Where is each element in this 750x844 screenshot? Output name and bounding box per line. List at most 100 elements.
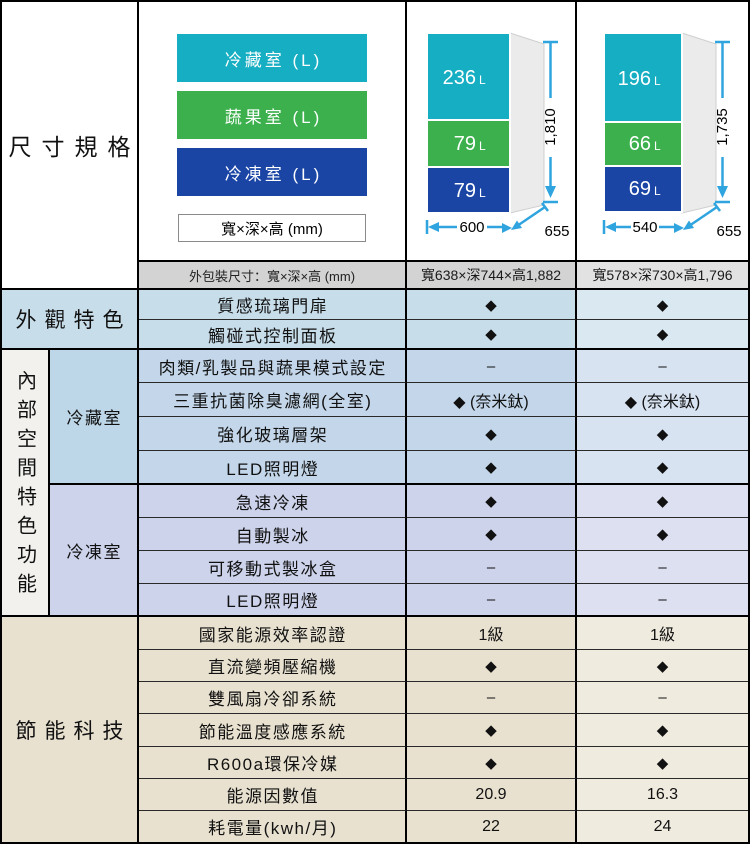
- spec-value: ◆: [407, 518, 577, 551]
- legend-vegetable-compartment: 蔬果室 (L): [177, 91, 367, 139]
- compartment-unit: L: [654, 139, 661, 153]
- packaging-dims-product-1: 寬638×深744×高1,882: [407, 262, 577, 290]
- spec-label-auto-ice-maker: 自動製冰: [139, 518, 407, 551]
- compartment-unit: L: [479, 186, 486, 200]
- fridge-1-svg: 236 L 79 L 79 L 1,810 600: [425, 32, 570, 240]
- spec-value: –: [577, 682, 748, 714]
- packaging-row-label: 外包裝尺寸：寬×深×高 (mm): [139, 262, 407, 290]
- spec-label-tempered-glass-shelf: 強化玻璃層架: [139, 417, 407, 451]
- depth-label: 655: [716, 223, 741, 240]
- spec-label-meat-dairy-mode: 肉類/乳製品與蔬果模式設定: [139, 350, 407, 383]
- spec-value: ◆: [577, 518, 748, 551]
- compartment-value: 236: [443, 67, 476, 89]
- spec-value: ◆: [577, 485, 748, 518]
- spec-value: ◆: [407, 650, 577, 682]
- spec-value: 22: [407, 811, 577, 842]
- depth-arrowhead: [511, 220, 522, 230]
- width-arrowhead-right: [673, 223, 684, 233]
- compartment-unit: L: [654, 184, 661, 198]
- fridge-diagram-product-2: 196 L 66 L 69 L 1,735 540: [577, 2, 748, 262]
- spec-value: ◆ (奈米鈦): [577, 383, 748, 417]
- fridge-2-compartment-freezer: [602, 165, 683, 213]
- depth-dimension-line: [687, 205, 718, 228]
- spec-value: –: [577, 350, 748, 383]
- spec-label-dc-inverter-compressor: 直流變頻壓縮機: [139, 650, 407, 682]
- depth-tick: [712, 202, 721, 212]
- spec-label-r600a-refrigerant: R600a環保冷媒: [139, 747, 407, 779]
- subsection-title-fridge-room: 冷藏室: [50, 350, 139, 485]
- height-label: 1,810: [542, 108, 559, 146]
- width-arrowhead-right: [502, 223, 512, 233]
- spec-value: ◆: [577, 451, 748, 485]
- fridge-1-compartment-fridge: [426, 32, 511, 121]
- spec-value: ◆: [577, 417, 748, 451]
- compartment-value: 79: [454, 133, 476, 155]
- spec-value: –: [407, 551, 577, 584]
- spec-label-energy-temp-sensor: 節能溫度感應系統: [139, 714, 407, 747]
- depth-tick: [541, 202, 549, 212]
- spec-value: ◆: [407, 417, 577, 451]
- spec-value: ◆ (奈米鈦): [407, 383, 577, 417]
- subsection-title-freezer-room: 冷凍室: [50, 485, 139, 617]
- spec-label-dual-fan-cooling: 雙風扇冷卻系統: [139, 682, 407, 714]
- width-dimension-line: [602, 220, 676, 234]
- spec-value: ◆: [577, 290, 748, 320]
- height-dimension-line: [714, 40, 730, 204]
- compartment-unit: L: [654, 74, 661, 88]
- compartment-value: 196: [617, 68, 650, 90]
- appearance-section-title: 外觀特色: [2, 290, 139, 350]
- spec-value: ◆: [407, 451, 577, 485]
- spec-value: ◆: [577, 747, 748, 779]
- compartment-value: 79: [454, 180, 476, 202]
- legend-freezer-compartment: 冷凍室 (L): [177, 148, 367, 196]
- compartment-value: 66: [628, 133, 650, 155]
- spec-value: ◆: [407, 290, 577, 320]
- compartment-unit: L: [479, 139, 486, 153]
- height-label: 1,735: [714, 108, 731, 146]
- fridge-2-side-panel: [681, 32, 716, 214]
- compartment-unit: L: [479, 73, 486, 87]
- spec-value: –: [407, 682, 577, 714]
- spec-value: 1級: [407, 617, 577, 650]
- fridge-1-side-panel: [509, 32, 545, 214]
- interior-section-title: 內部空間特色功能: [2, 350, 50, 617]
- spec-label-glass-door: 質感琉璃門扉: [139, 290, 407, 320]
- spec-label-led-light-freezer: LED照明燈: [139, 584, 407, 617]
- legend-dimension-format: 寬×深×高 (mm): [178, 214, 366, 242]
- legend-fridge-compartment: 冷藏室 (L): [177, 34, 367, 82]
- compartment-value: 69: [628, 178, 650, 200]
- size-section-title: 尺寸規格: [2, 2, 139, 290]
- height-dimension-line: [543, 40, 558, 204]
- width-label: 600: [459, 219, 484, 236]
- width-dimension-line: [425, 220, 504, 234]
- height-arrowhead: [716, 186, 728, 198]
- spec-value: ◆: [577, 650, 748, 682]
- spec-label-antibacterial-filter: 三重抗菌除臭濾網(全室): [139, 383, 407, 417]
- spec-label-led-light-fridge: LED照明燈: [139, 451, 407, 485]
- fridge-diagram-product-1: 236 L 79 L 79 L 1,810 600: [407, 2, 577, 262]
- spec-label-movable-ice-box: 可移動式製冰盒: [139, 551, 407, 584]
- spec-value: ◆: [407, 320, 577, 350]
- width-arrowhead-left: [604, 222, 616, 232]
- spec-label-touch-panel: 觸碰式控制面板: [139, 320, 407, 350]
- spec-value: –: [577, 584, 748, 617]
- width-label: 540: [632, 219, 657, 236]
- depth-arrowhead: [682, 220, 694, 230]
- spec-value: –: [407, 584, 577, 617]
- fridge-2-svg: 196 L 66 L 69 L 1,735 540: [602, 32, 741, 240]
- spec-label-power-consumption: 耗電量(kwh/月): [139, 811, 407, 842]
- depth-label: 655: [544, 223, 569, 240]
- spec-value: ◆: [407, 714, 577, 747]
- width-arrowhead-left: [428, 222, 439, 232]
- spec-value: ◆: [577, 320, 748, 350]
- energy-section-title: 節能科技: [2, 617, 139, 842]
- spec-value: 1級: [577, 617, 748, 650]
- packaging-dims-product-2: 寬578×深730×高1,796: [577, 262, 748, 290]
- spec-label-energy-factor: 能源因數值: [139, 779, 407, 811]
- spec-label-energy-certification: 國家能源效率認證: [139, 617, 407, 650]
- spec-value: 24: [577, 811, 748, 842]
- spec-value: ◆: [577, 714, 748, 747]
- spec-value: –: [407, 350, 577, 383]
- height-arrowhead: [545, 186, 556, 198]
